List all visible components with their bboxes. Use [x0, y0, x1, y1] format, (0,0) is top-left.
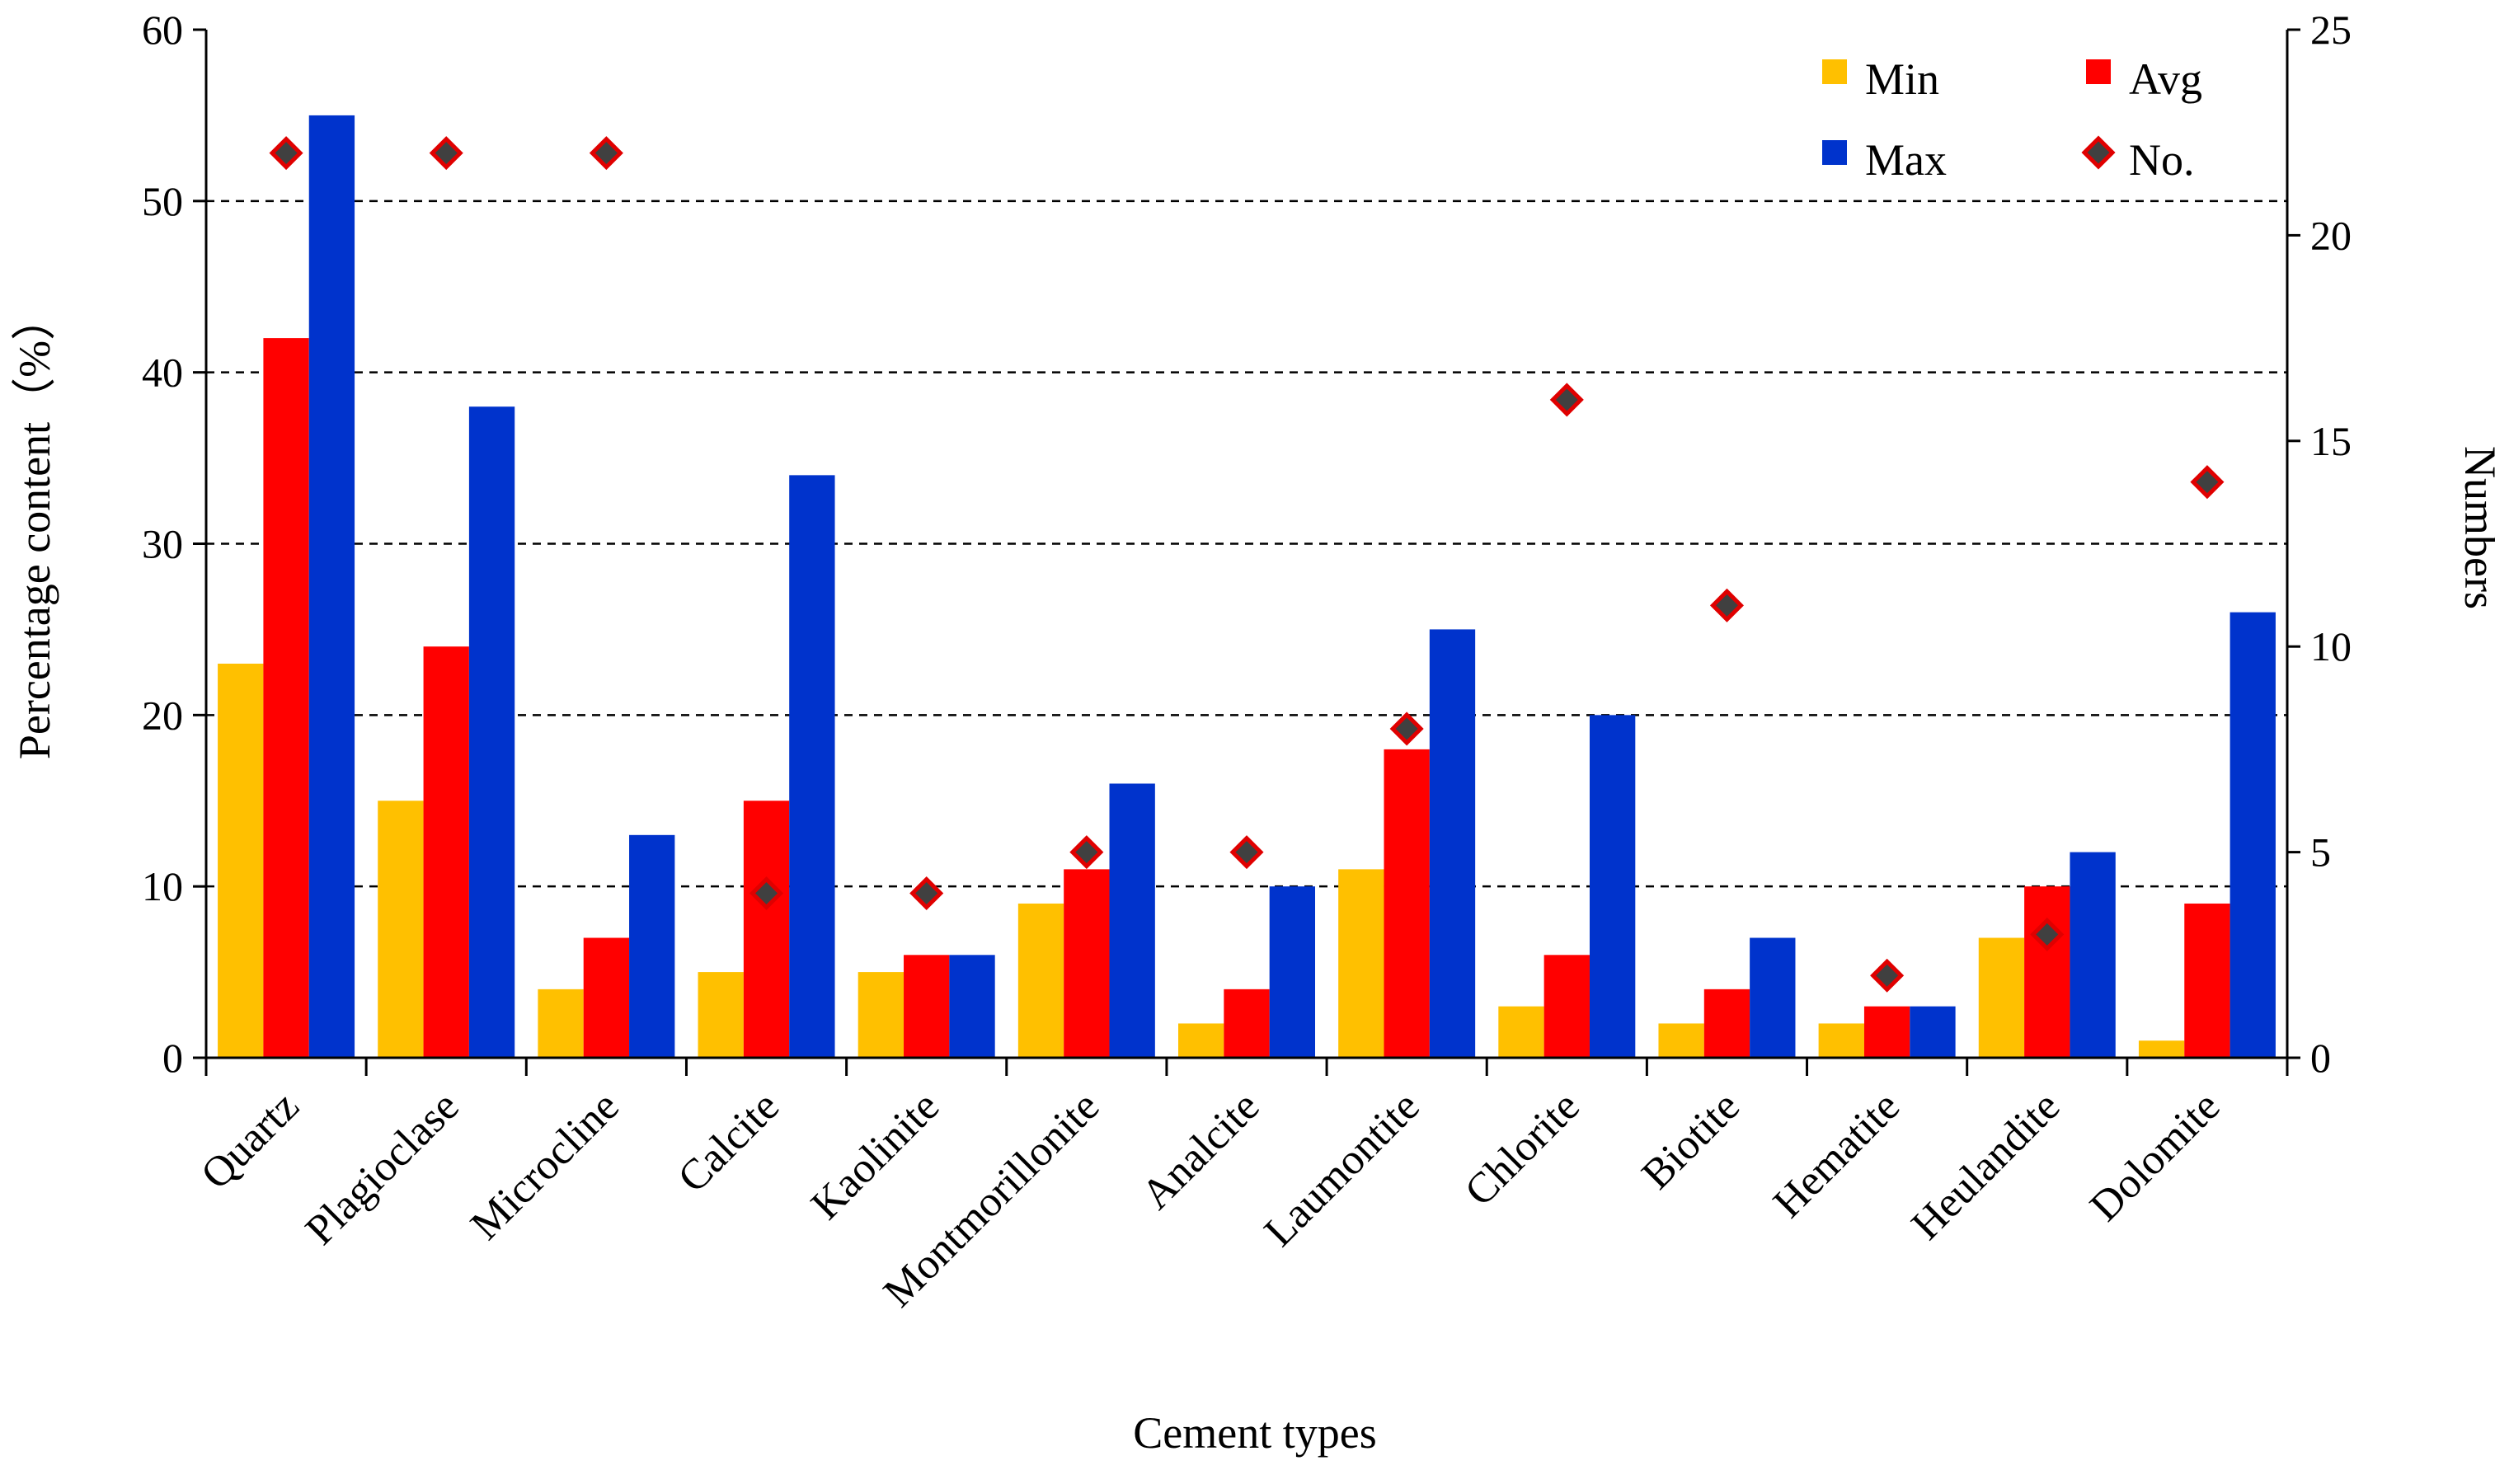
category-label-dolomite: Dolomite	[2081, 1082, 2229, 1230]
y-tick-label-10: 10	[142, 863, 183, 909]
bar-avg-hematite	[1863, 1006, 1910, 1058]
bar-max-chlorite	[1589, 715, 1636, 1058]
axes	[193, 28, 2300, 1076]
y-tick-label-40: 40	[142, 350, 183, 396]
marker-no-hematite	[1870, 958, 1905, 993]
number-markers	[269, 136, 2225, 993]
y-tick-label-0: 0	[162, 1035, 183, 1081]
marker-no-analcite	[1229, 835, 1264, 870]
bar-min-montmorillonite	[1017, 903, 1064, 1058]
category-label-kaolinite: Kaolinite	[802, 1082, 948, 1228]
bar-min-kaolinite	[858, 972, 904, 1058]
bar-min-calcite	[698, 972, 744, 1058]
y2-tick-label-25: 25	[2310, 7, 2352, 53]
bar-min-biotite	[1658, 1023, 1704, 1058]
category-label-microcline: Microcline	[462, 1082, 628, 1249]
category-label-quartz: Quartz	[192, 1082, 308, 1198]
legend-swatch-avg	[2086, 59, 2111, 84]
bar-max-montmorillonite	[1109, 783, 1155, 1058]
legend-label-min: Min	[1865, 54, 1939, 104]
bar-avg-analcite	[1224, 989, 1270, 1058]
bar-max-calcite	[789, 475, 835, 1058]
bar-avg-laumontite	[1384, 749, 1430, 1058]
bars	[218, 115, 2276, 1059]
tick-labels: 0 10 20 30 40 50 60 0 5 10 15 20 25	[142, 7, 2352, 1081]
legend-label-max: Max	[1865, 135, 1947, 185]
bar-min-heulandite	[1978, 937, 2025, 1058]
marker-no-heulandite	[2030, 917, 2065, 951]
bar-avg-microcline	[583, 937, 630, 1058]
marker-no-kaolinite	[909, 876, 944, 911]
gridlines	[206, 200, 2287, 888]
marker-no-chlorite	[1549, 383, 1584, 417]
y2-axis-title: Numbers	[2455, 446, 2495, 609]
marker-no-montmorillonite	[1069, 835, 1104, 870]
bar-avg-chlorite	[1544, 955, 1590, 1058]
y2-tick-label-0: 0	[2310, 1035, 2331, 1081]
bar-max-hematite	[1910, 1006, 1956, 1058]
y2-tick-label-15: 15	[2310, 418, 2352, 464]
legend-label-avg: Avg	[2129, 54, 2202, 104]
y2-tick-label-5: 5	[2310, 829, 2331, 876]
marker-no-plagioclase	[429, 136, 463, 171]
bar-min-chlorite	[1498, 1006, 1544, 1058]
marker-no-dolomite	[2190, 465, 2225, 500]
bar-max-dolomite	[2230, 612, 2276, 1058]
category-label-analcite: Analcite	[1133, 1082, 1269, 1219]
bar-max-microcline	[629, 834, 675, 1058]
bar-avg-calcite	[743, 801, 790, 1058]
bar-min-hematite	[1818, 1023, 1864, 1058]
bar-max-kaolinite	[949, 955, 995, 1058]
legend-marker-no	[2081, 135, 2116, 170]
bar-avg-kaolinite	[904, 955, 950, 1058]
y-tick-label-20: 20	[142, 692, 183, 738]
marker-no-quartz	[269, 136, 303, 171]
bar-max-heulandite	[2070, 852, 2116, 1058]
legend-swatch-max	[1822, 140, 1847, 165]
bar-min-dolomite	[2138, 1040, 2185, 1058]
y-tick-label-60: 60	[142, 7, 183, 53]
bar-avg-montmorillonite	[1064, 869, 1110, 1058]
bar-max-plagioclase	[468, 406, 515, 1058]
bar-min-plagioclase	[378, 801, 424, 1058]
legend-swatch-min	[1822, 59, 1847, 84]
y2-tick-label-10: 10	[2310, 623, 2352, 669]
category-label-chlorite: Chlorite	[1456, 1082, 1589, 1215]
category-label-laumontite: Laumontite	[1256, 1082, 1429, 1256]
bar-min-microcline	[538, 989, 584, 1058]
bar-max-laumontite	[1429, 629, 1476, 1058]
legend: Min Avg Max No.	[1822, 54, 2202, 185]
bar-min-analcite	[1177, 1023, 1224, 1058]
bar-min-laumontite	[1338, 869, 1384, 1058]
bar-avg-biotite	[1703, 989, 1750, 1058]
category-label-hematite: Hematite	[1764, 1082, 1909, 1227]
bar-max-analcite	[1269, 886, 1316, 1058]
y-tick-label-50: 50	[142, 178, 183, 224]
bar-avg-quartz	[263, 338, 309, 1059]
bar-min-quartz	[218, 663, 264, 1058]
marker-no-calcite	[749, 876, 784, 911]
bar-max-biotite	[1750, 937, 1796, 1058]
y2-tick-label-20: 20	[2310, 212, 2352, 258]
category-label-plagioclase: Plagioclase	[297, 1082, 468, 1254]
bar-avg-dolomite	[2184, 903, 2230, 1058]
x-axis-title: Cement types	[1133, 1408, 1376, 1458]
y-axis-title: Percentage content（%）	[10, 296, 59, 759]
y-tick-label-30: 30	[142, 521, 183, 567]
legend-label-no: No.	[2129, 135, 2195, 185]
marker-no-laumontite	[1389, 711, 1424, 746]
category-label-calcite: Calcite	[670, 1082, 788, 1201]
marker-no-biotite	[1709, 588, 1744, 622]
category-label-biotite: Biotite	[1633, 1082, 1749, 1198]
bar-max-quartz	[308, 115, 355, 1059]
bar-avg-heulandite	[2024, 886, 2070, 1058]
category-label-heulandite: Heulandite	[1903, 1082, 2070, 1249]
bar-avg-plagioclase	[423, 646, 469, 1058]
marker-no-microcline	[589, 136, 623, 171]
